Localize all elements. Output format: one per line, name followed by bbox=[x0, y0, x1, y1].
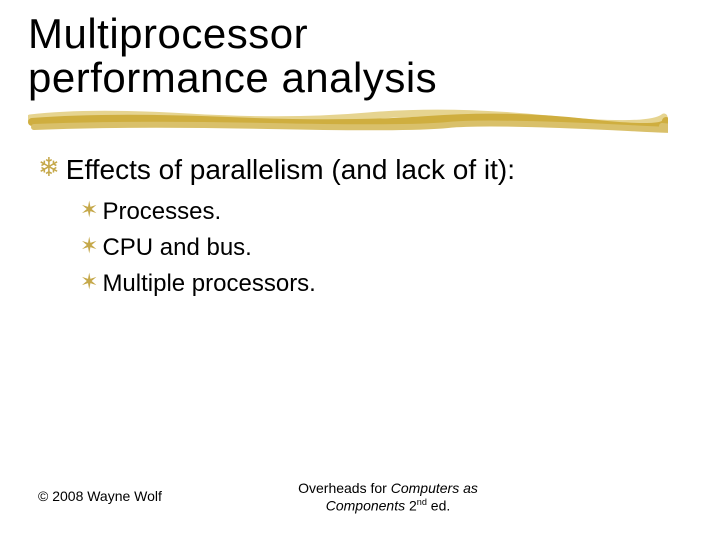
footer-line1-b: Computers as bbox=[391, 480, 478, 496]
footer-line2-sup: nd bbox=[417, 497, 427, 507]
footer-line1-a: Overheads for bbox=[298, 480, 391, 496]
slide-body: ❄ Effects of parallelism (and lack of it… bbox=[28, 152, 692, 299]
slide: Multiprocessor performance analysis ❄ Ef… bbox=[0, 0, 720, 540]
title-line-2: performance analysis bbox=[28, 54, 437, 101]
bullet-level2-text: Multiple processors. bbox=[102, 269, 315, 299]
bullet-level1-text: Effects of parallelism (and lack of it): bbox=[66, 152, 515, 187]
title-line-1: Multiprocessor bbox=[28, 10, 308, 57]
star-icon: ✶ bbox=[80, 197, 98, 223]
bullet-level2-group: ✶ Processes. ✶ CPU and bus. ✶ Multiple p… bbox=[38, 197, 692, 299]
bullet-level2: ✶ Processes. bbox=[80, 197, 692, 227]
snowflake-icon: ❄ bbox=[38, 152, 60, 183]
bullet-level2-text: Processes. bbox=[102, 197, 221, 227]
star-icon: ✶ bbox=[80, 269, 98, 295]
bullet-level2: ✶ CPU and bus. bbox=[80, 233, 692, 263]
title-underline bbox=[28, 108, 668, 140]
star-icon: ✶ bbox=[80, 233, 98, 259]
center-footer: Overheads for Computers as Components 2n… bbox=[28, 480, 720, 514]
bullet-level2: ✶ Multiple processors. bbox=[80, 269, 692, 299]
bullet-level1: ❄ Effects of parallelism (and lack of it… bbox=[38, 152, 692, 187]
slide-title: Multiprocessor performance analysis bbox=[28, 12, 692, 100]
footer-line2-a: Components bbox=[326, 497, 409, 513]
footer-line2-c: ed. bbox=[427, 497, 450, 513]
bullet-level2-text: CPU and bus. bbox=[102, 233, 251, 263]
footer-line2-b: 2 bbox=[409, 497, 417, 513]
